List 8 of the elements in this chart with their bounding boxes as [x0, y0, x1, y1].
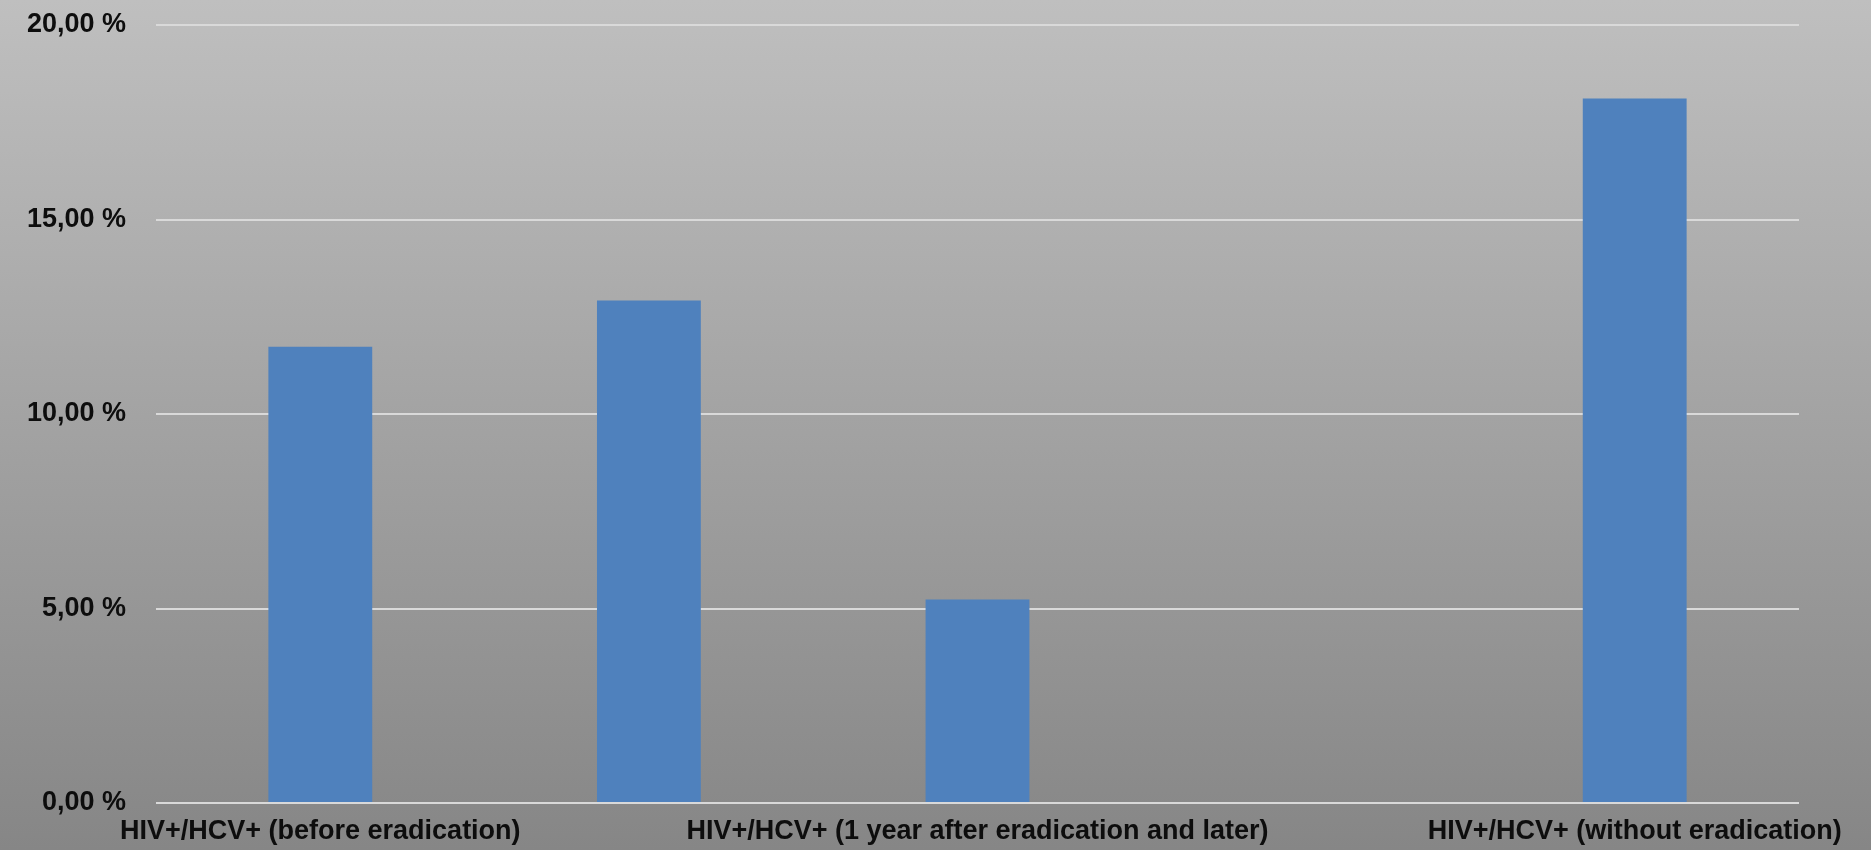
y-tick-label: 10,00 % [26, 397, 126, 428]
y-tick-label: 5,00 % [41, 591, 126, 622]
y-tick-label: 0,00 % [41, 786, 126, 817]
x-tick-label: HIV+/HCV+ (1 year after eradication and later) [686, 814, 1269, 845]
y-tick-label: 15,00 % [26, 202, 126, 233]
x-tick-label: HIV+/HCV+ (without eradication) [1427, 814, 1842, 845]
y-tick-label: 20,00 % [26, 8, 126, 39]
x-tick-label: HIV+/HCV+ (before eradication) [120, 814, 521, 845]
